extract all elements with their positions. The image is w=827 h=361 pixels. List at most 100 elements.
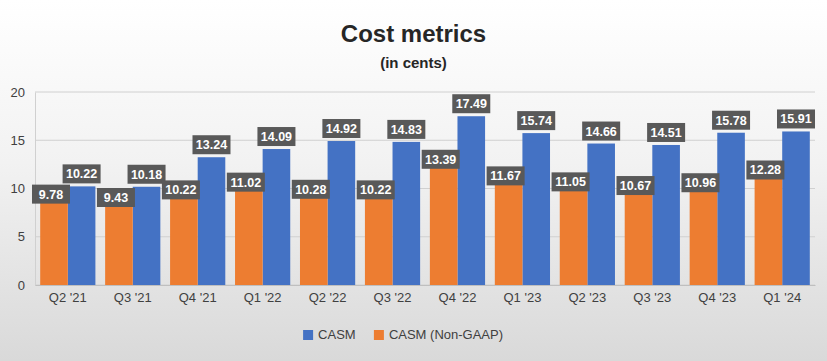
bar <box>68 186 96 285</box>
data-label: 15.74 <box>517 111 555 130</box>
x-axis-line <box>36 285 816 286</box>
data-label-box <box>617 176 655 195</box>
data-label-text: 13.39 <box>425 153 456 167</box>
data-label-text: 14.66 <box>586 125 617 139</box>
data-label-box <box>32 185 70 204</box>
data-label-text: 10.22 <box>360 183 391 197</box>
data-label-box <box>387 120 425 139</box>
x-tick-label: Q1 '24 <box>763 290 801 305</box>
data-label-text: 13.24 <box>196 138 227 152</box>
bar <box>652 145 680 285</box>
data-label-box <box>292 180 330 199</box>
bar <box>235 179 263 285</box>
bar <box>198 157 226 285</box>
bars <box>40 116 810 285</box>
legend-swatch <box>374 330 384 340</box>
y-tick: 0 <box>18 278 35 293</box>
data-labels: 10.2210.1813.2414.0914.9214.8317.4915.74… <box>32 94 815 207</box>
legend-item: CASM (Non-GAAP) <box>374 327 503 342</box>
x-tick-label: Q4 '22 <box>439 290 477 305</box>
x-tick: Q2 '21 <box>49 285 87 305</box>
data-label: 11.05 <box>552 172 590 191</box>
x-tick-label: Q3 '23 <box>633 290 671 305</box>
x-tick-label: Q4 '21 <box>179 290 217 305</box>
x-tick: Q4 '23 <box>698 285 736 305</box>
data-label-text: 10.28 <box>295 183 326 197</box>
y-tick-label: 0 <box>18 278 25 293</box>
x-tick: Q3 '22 <box>374 285 412 305</box>
data-label: 14.92 <box>322 119 360 138</box>
bar <box>782 131 810 285</box>
data-label-text: 11.67 <box>490 169 521 183</box>
data-label: 10.96 <box>681 173 719 192</box>
data-label-text: 9.43 <box>104 191 128 205</box>
x-tick: Q1 '22 <box>244 285 282 305</box>
data-label-text: 11.05 <box>555 175 586 189</box>
bar <box>587 144 615 285</box>
x-tick: Q1 '23 <box>503 285 541 305</box>
bar <box>40 191 68 285</box>
data-label: 14.66 <box>582 122 620 141</box>
bar <box>133 187 161 285</box>
bar <box>560 178 588 285</box>
data-label-text: 15.78 <box>715 114 746 128</box>
data-label-box <box>128 165 166 184</box>
bar <box>522 133 550 285</box>
data-label-text: 10.96 <box>685 176 716 190</box>
data-label-text: 15.91 <box>780 112 811 126</box>
bar <box>717 133 745 285</box>
data-label-box <box>357 180 395 199</box>
data-label: 10.22 <box>63 164 101 183</box>
x-tick-label: Q1 '23 <box>503 290 541 305</box>
legend: CASM CASM (Non-GAAP) <box>303 327 503 342</box>
data-label: 13.24 <box>192 135 230 154</box>
x-tick-label: Q3 '21 <box>114 290 152 305</box>
data-label-text: 11.02 <box>231 176 262 190</box>
data-label-box <box>681 173 719 192</box>
bar <box>263 149 291 285</box>
data-label: 14.51 <box>647 123 685 142</box>
y-tick: 15 <box>11 133 35 148</box>
data-label-text: 14.83 <box>391 123 422 137</box>
data-label: 17.49 <box>452 94 490 113</box>
y-tick-label: 20 <box>11 85 25 100</box>
data-label: 10.22 <box>162 180 200 199</box>
legend-item: CASM <box>303 327 356 342</box>
data-label-text: 14.09 <box>261 130 292 144</box>
bar <box>430 156 458 285</box>
y-tick-label: 15 <box>11 133 25 148</box>
legend-swatch <box>303 330 313 340</box>
data-label: 15.91 <box>777 109 815 128</box>
data-label: 12.28 <box>746 160 784 179</box>
data-label: 15.78 <box>712 111 750 130</box>
data-label: 9.43 <box>97 188 135 207</box>
data-label-text: 10.22 <box>66 167 97 181</box>
data-label-text: 14.51 <box>650 126 681 140</box>
data-label-box <box>647 123 685 142</box>
x-tick: Q1 '24 <box>763 285 801 305</box>
data-label: 10.18 <box>128 165 166 184</box>
grid-line <box>35 140 815 141</box>
data-label: 9.78 <box>32 185 70 204</box>
legend-label: CASM (Non-GAAP) <box>389 327 503 342</box>
data-label: 10.67 <box>617 176 655 195</box>
data-label: 10.28 <box>292 180 330 199</box>
data-label-box <box>63 164 101 183</box>
data-label-box <box>582 122 620 141</box>
bar <box>690 179 718 285</box>
x-tick: Q2 '22 <box>309 285 347 305</box>
data-label-text: 17.49 <box>456 97 487 111</box>
bar <box>105 194 133 285</box>
data-label-box <box>517 111 555 130</box>
x-tick-label: Q2 '21 <box>49 290 87 305</box>
data-label-box <box>422 150 460 169</box>
x-tick: Q3 '21 <box>114 285 152 305</box>
data-label: 11.02 <box>227 173 265 192</box>
data-label-box <box>452 94 490 113</box>
data-label: 14.09 <box>257 127 295 146</box>
data-label-box <box>777 109 815 128</box>
data-label-text: 14.92 <box>326 122 357 136</box>
y-tick: 20 <box>11 85 35 100</box>
bar <box>755 166 783 285</box>
data-label: 14.83 <box>387 120 425 139</box>
